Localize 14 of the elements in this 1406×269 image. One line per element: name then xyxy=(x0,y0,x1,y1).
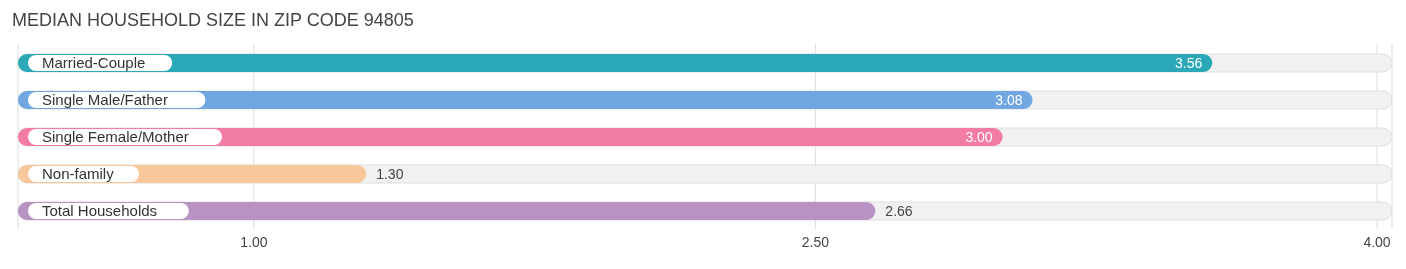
data-label: 1.30 xyxy=(376,166,404,182)
y-tick-label: Single Male/Father xyxy=(42,91,168,108)
x-tick-label: 2.50 xyxy=(801,233,830,250)
data-label: 2.66 xyxy=(885,203,913,219)
x-tick-label: 4.00 xyxy=(1363,233,1391,250)
y-tick-label: Single Female/Mother xyxy=(42,128,189,145)
data-label: 3.08 xyxy=(995,92,1023,108)
y-tick-label: Non-family xyxy=(42,165,115,182)
x-tick-label: 1.00 xyxy=(240,233,268,250)
data-label: 3.00 xyxy=(965,129,993,145)
y-tick-label: Married-Couple xyxy=(42,54,146,71)
data-label: 3.56 xyxy=(1175,55,1203,71)
chart-title: MEDIAN HOUSEHOLD SIZE IN ZIP CODE 94805 xyxy=(11,9,415,32)
y-tick-label: Total Households xyxy=(42,202,158,219)
